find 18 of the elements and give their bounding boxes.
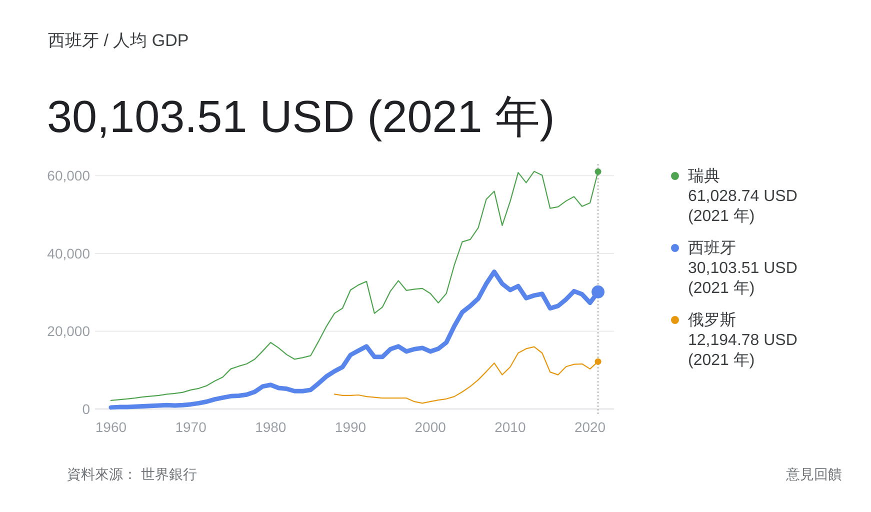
chart-subtitle: 西班牙 / 人均 GDP (48, 31, 189, 50)
y-tick-label: 40,000 (47, 245, 90, 262)
legend-label: 瑞典 61,028.74 USD (2021 年) (688, 166, 798, 224)
legend-label: 俄罗斯 12,194.78 USD (2021 年) (688, 310, 798, 368)
y-tick-label: 0 (82, 401, 90, 417)
source-note: 資料來源： 世界銀行 (67, 466, 197, 482)
text: 意見回饋 (785, 466, 842, 482)
x-tick-label: 2010 (494, 419, 526, 435)
x-tick-label: 1980 (255, 419, 286, 435)
legend-label: 西班牙 30,103.51 USD (2021 年) (688, 238, 798, 296)
x-tick-label: 1970 (175, 419, 207, 435)
y-tick-label: 60,000 (47, 168, 90, 184)
x-tick-label: 1990 (334, 419, 366, 435)
chart-title: 30,103.51 USD (2021 年) (47, 91, 555, 142)
x-tick-label: 2020 (574, 419, 606, 435)
y-tick-label: 20,000 (47, 323, 90, 340)
x-tick-label: 1960 (95, 419, 127, 435)
x-tick-label: 2000 (414, 419, 446, 435)
